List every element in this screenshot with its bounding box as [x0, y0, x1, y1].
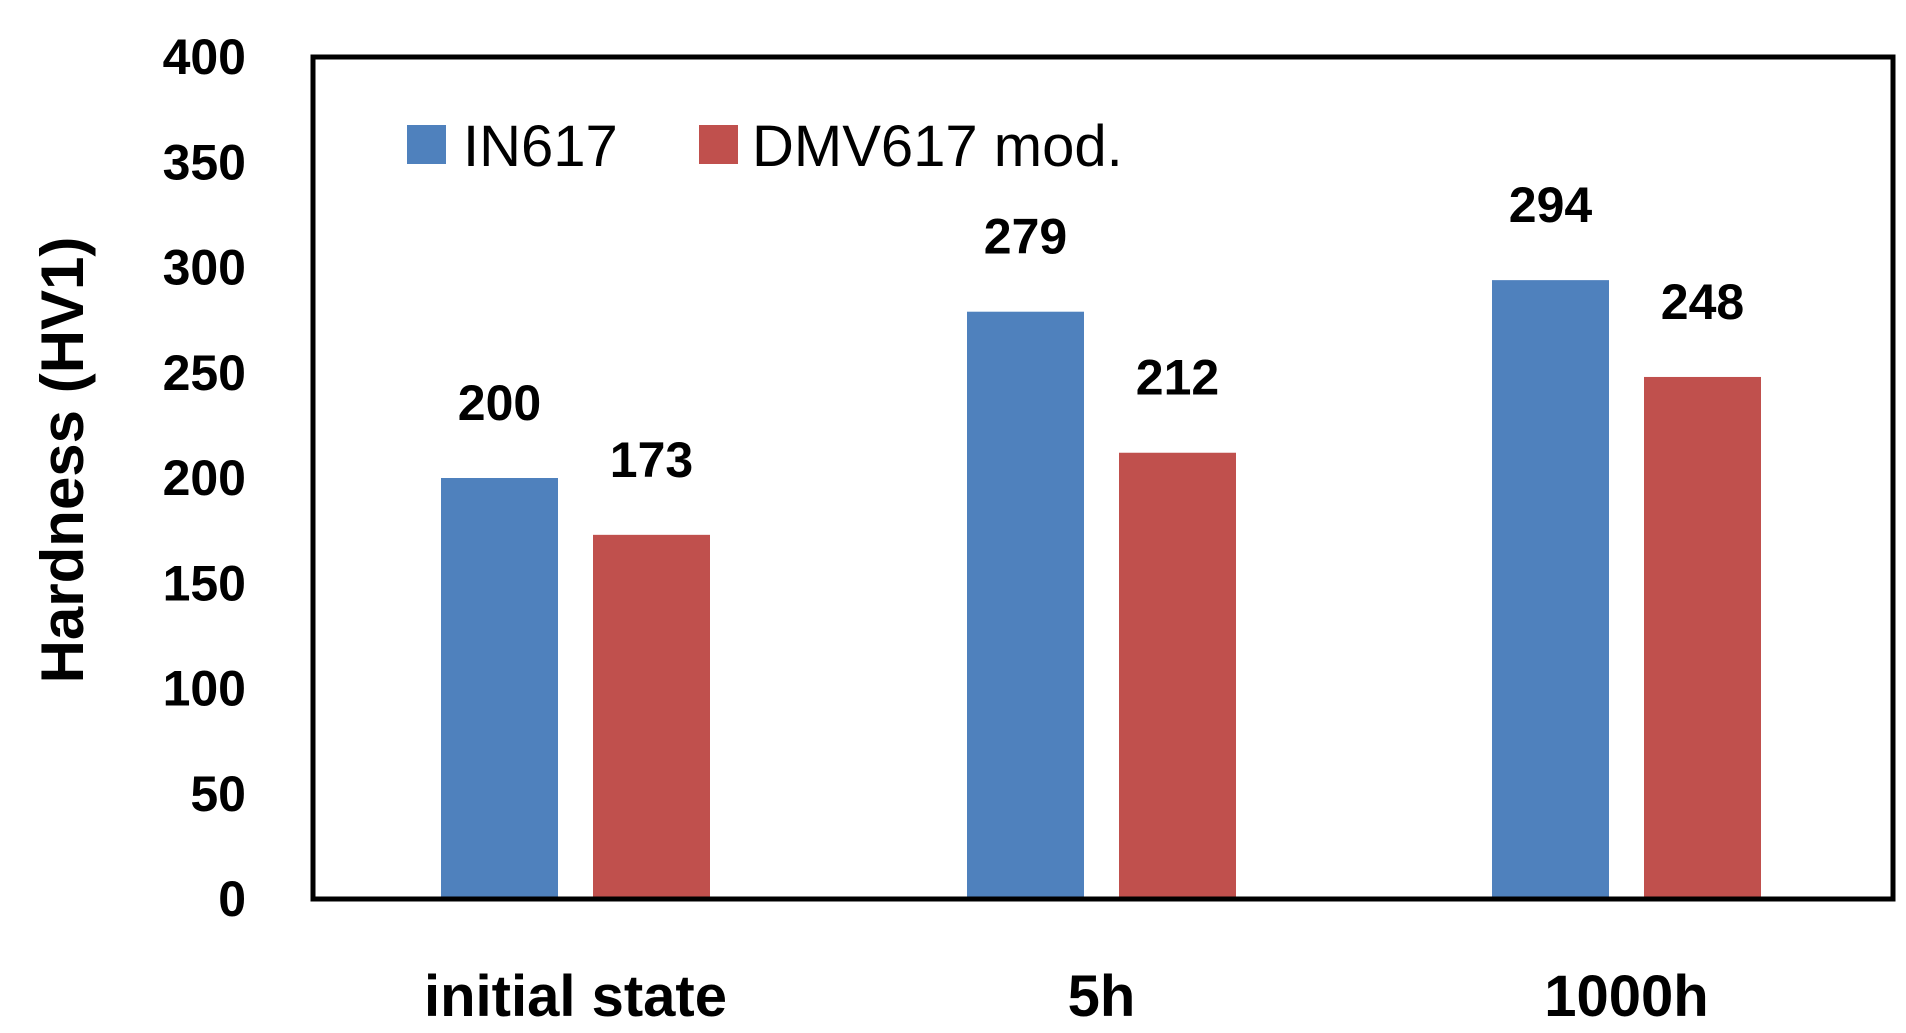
y-tick-label: 0	[218, 871, 246, 927]
x-category-label: 5h	[1068, 964, 1136, 1029]
data-label: 294	[1509, 177, 1593, 233]
data-labels: 200 173 279 212 294 248	[458, 177, 1744, 488]
data-label: 212	[1136, 350, 1219, 406]
y-tick-label: 300	[163, 240, 246, 296]
plot-area-frame	[310, 54, 1896, 902]
bar-dmv617-mod--0	[593, 534, 710, 899]
data-label: 200	[458, 375, 541, 431]
y-tick-label: 50	[190, 766, 246, 822]
y-tick-label: 100	[163, 661, 246, 717]
y-tick-label: 350	[163, 134, 246, 190]
y-tick-labels: 0 50 100 150 200 250 300 350 400	[163, 29, 246, 927]
bar-in617-1	[967, 311, 1084, 900]
y-axis-title-group: Hardness (HV1)	[29, 237, 96, 684]
legend-swatch-1	[699, 125, 738, 164]
category-labels: initial state 5h 1000h	[424, 964, 1709, 1029]
x-category-label: 1000h	[1544, 964, 1708, 1029]
legend-swatch-0	[407, 125, 446, 164]
y-tick-label: 150	[163, 555, 246, 611]
bar-in617-0	[441, 478, 558, 899]
y-tick-label: 200	[163, 450, 246, 506]
data-label: 279	[984, 209, 1067, 265]
x-category-label: initial state	[424, 964, 727, 1029]
data-label: 173	[610, 432, 693, 488]
bar-dmv617-mod--2	[1644, 376, 1761, 900]
y-axis-title: Hardness (HV1)	[29, 237, 96, 684]
bars	[441, 280, 1761, 900]
bar-dmv617-mod--1	[1119, 452, 1236, 899]
legend-label: DMV617 mod.	[752, 114, 1123, 179]
data-label: 248	[1661, 274, 1744, 330]
legend: IN617 DMV617 mod.	[407, 114, 1123, 179]
legend-label: IN617	[463, 114, 618, 179]
bar-in617-2	[1492, 280, 1609, 899]
y-tick-label: 400	[163, 29, 246, 85]
y-tick-label: 250	[163, 345, 246, 401]
